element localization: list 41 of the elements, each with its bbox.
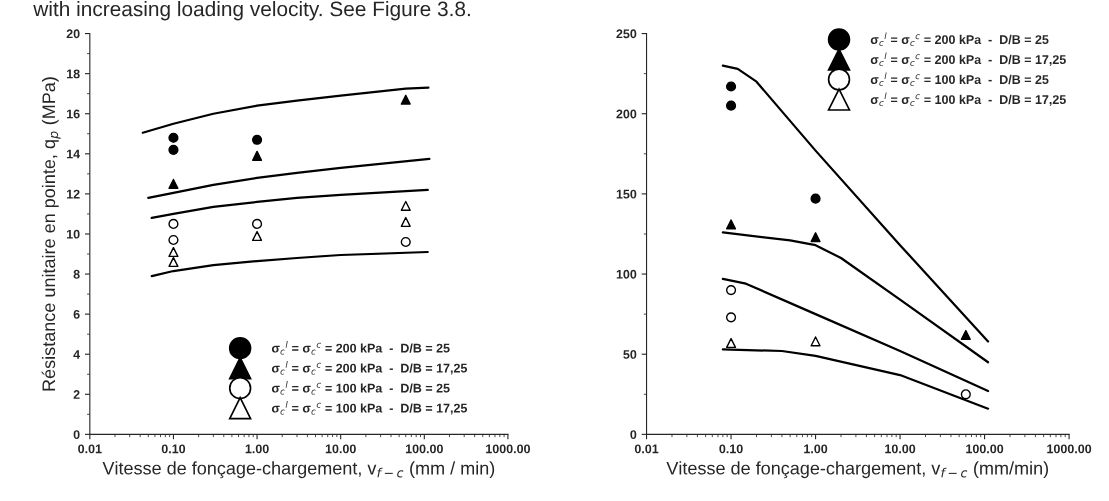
legend-label: σ$_{c}$$^{l}$ = σ$_{c}$$^{c}$ = 200 kPa - D/B = 25: [870, 32, 1049, 47]
legend-label: σ$_{c}$$^{l}$ = σ$_{c}$$^{c}$ = 200 kPa - D/B = 17,25: [870, 52, 1066, 67]
x-tick-label: 0.10: [161, 444, 186, 454]
y-tick-label: 250: [616, 29, 637, 39]
legend-label: σ$_{c}$$^{l}$ = σ$_{c}$$^{c}$ = 200 kPa - D/B = 17,25: [271, 361, 468, 375]
legend-label: σ$_{c}$$^{l}$ = σ$_{c}$$^{c}$ = 100 kPa - D/B = 25: [271, 381, 450, 395]
legend-label: σ$_{c}$$^{l}$ = σ$_{c}$$^{c}$ = 100 kPa - D/B = 17,25: [870, 92, 1066, 107]
x-tick-label: 1000.00: [486, 444, 530, 454]
y-tick-label: 100: [616, 269, 637, 279]
x-axis-title: Vitesse de fonçage-chargement, v$_{f−c}$ (mm / min): [102, 461, 495, 479]
x-tick-label: 10.00: [325, 444, 356, 454]
x-axis-title: Vitesse de fonçage-chargement, v$_{f−c}$ (mm/min): [666, 461, 1049, 479]
x-tick-label: 0.01: [78, 444, 102, 454]
x-tick-label: 10.00: [885, 444, 916, 454]
y-tick-label: 6: [73, 309, 80, 319]
y-tick-label: 18: [66, 69, 80, 79]
y-tick-label: 14: [66, 149, 81, 159]
legend-label: σ$_{c}$$^{l}$ = σ$_{c}$$^{c}$ = 200 kPa - D/B = 25: [271, 341, 450, 355]
y-tick-label: 200: [616, 109, 637, 119]
x-tick-label: 0.01: [634, 444, 659, 454]
x-tick-label: 1.00: [245, 444, 269, 454]
x-tick-label: 1000.00: [1047, 444, 1092, 454]
y-tick-label: 50: [623, 350, 637, 359]
y-tick-label: 0: [630, 430, 637, 440]
y-tick-label: 150: [616, 189, 637, 199]
legend-label: σ$_{c}$$^{l}$ = σ$_{c}$$^{c}$ = 100 kPa - D/B = 25: [870, 72, 1049, 87]
y-tick-label: 20: [66, 29, 80, 39]
x-tick-label: 1.00: [804, 444, 828, 454]
y-tick-label: 12: [66, 189, 80, 199]
y-tick-label: 8: [73, 269, 80, 279]
y-tick-label: 16: [66, 109, 80, 119]
text: with increasing loading velocity. See Figure 3.8.: [33, 1, 470, 21]
y-tick-label: 10: [66, 229, 80, 239]
y-tick-label: 0: [73, 430, 80, 440]
x-tick-label: 100.00: [405, 444, 443, 454]
legend-label: σ$_{c}$$^{l}$ = σ$_{c}$$^{c}$ = 100 kPa - D/B = 17,25: [271, 401, 468, 415]
x-tick-label: 100.00: [966, 444, 1004, 454]
x-tick-label: 0.10: [719, 444, 743, 454]
y-tick-label: 2: [73, 390, 80, 399]
y-tick-label: 4: [73, 350, 81, 359]
y-axis-title: Résistance unitaire en pointe, q$_{p}$ (MPa): [41, 77, 61, 391]
